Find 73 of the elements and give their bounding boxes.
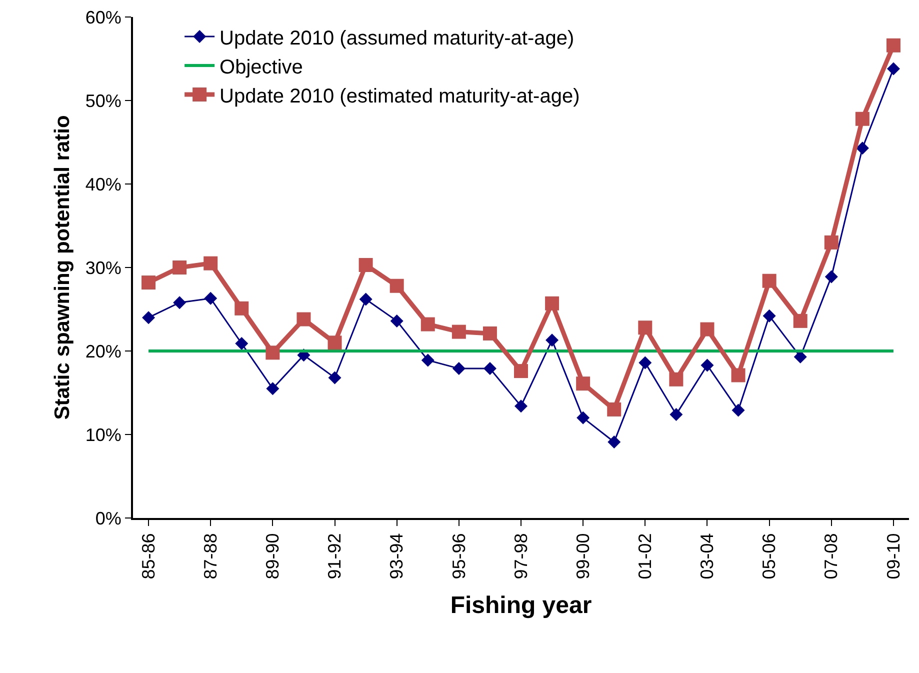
- point: [483, 362, 496, 376]
- point: [204, 256, 218, 270]
- point: [638, 320, 652, 335]
- x-tick-label: 91-92: [324, 533, 345, 580]
- point: [514, 400, 528, 413]
- x-tick-label: 85-86: [138, 533, 158, 580]
- point: [546, 334, 559, 347]
- point: [266, 382, 280, 396]
- y-tick-label: 20%: [85, 341, 122, 362]
- x-tick-label: 09-10: [883, 533, 904, 580]
- point: [390, 314, 404, 328]
- point: [173, 296, 186, 310]
- point: [856, 142, 869, 155]
- y-tick-label: 50%: [85, 90, 122, 111]
- point: [855, 112, 870, 126]
- x-tick-label: 87-88: [200, 533, 220, 580]
- point: [235, 336, 248, 350]
- point: [576, 411, 590, 424]
- point: [172, 260, 187, 274]
- x-tick-label: 99-00: [572, 533, 593, 580]
- point: [358, 258, 373, 272]
- x-tick-label: 95-96: [448, 533, 469, 580]
- point: [732, 404, 745, 417]
- point: [608, 436, 621, 449]
- x-tick-label: 07-08: [821, 533, 842, 580]
- point: [452, 362, 466, 376]
- x-tick-label: 93-94: [386, 533, 407, 580]
- point: [731, 368, 746, 382]
- x-tick-label: 03-04: [697, 533, 718, 580]
- y-tick-label: 30%: [85, 258, 122, 278]
- point: [824, 270, 838, 284]
- point: [142, 276, 156, 290]
- point: [482, 326, 497, 340]
- point: [576, 376, 590, 391]
- legend-label: Update 2010 (estimated maturity-at-age): [220, 85, 580, 108]
- y-tick-label: 0%: [95, 508, 122, 528]
- point: [886, 62, 900, 76]
- point: [669, 372, 684, 386]
- point: [638, 356, 652, 370]
- point: [762, 309, 776, 322]
- legend-label: Update 2010 (assumed maturity-at-age): [220, 27, 574, 50]
- point: [452, 324, 466, 339]
- point: [266, 346, 280, 360]
- point: [234, 301, 249, 316]
- point: [142, 311, 156, 324]
- point: [204, 292, 218, 305]
- point: [700, 322, 714, 336]
- y-tick-label: 60%: [85, 7, 122, 28]
- legend-label: Objective: [220, 56, 303, 78]
- x-tick-label: 97-98: [510, 533, 531, 580]
- point: [886, 38, 900, 52]
- point: [328, 371, 342, 384]
- point: [545, 296, 560, 310]
- y-tick-label: 40%: [85, 174, 122, 194]
- point: [420, 317, 435, 332]
- point: [762, 274, 776, 288]
- y-tick-label: 10%: [85, 424, 122, 445]
- point: [296, 312, 311, 326]
- point: [328, 336, 342, 350]
- point: [359, 292, 372, 306]
- y-axis-title: Static spawning potential ratio: [51, 115, 74, 420]
- point: [514, 364, 528, 378]
- point: [670, 408, 683, 421]
- point: [824, 235, 838, 250]
- point: [793, 314, 808, 328]
- point: [421, 354, 434, 367]
- x-tick-label: 05-06: [759, 533, 780, 580]
- point: [607, 402, 622, 416]
- x-axis-title: Fishing year: [450, 592, 592, 620]
- x-tick-label: 01-02: [635, 533, 656, 580]
- point: [390, 278, 404, 293]
- point: [700, 358, 714, 372]
- x-tick-label: 89-90: [262, 533, 283, 580]
